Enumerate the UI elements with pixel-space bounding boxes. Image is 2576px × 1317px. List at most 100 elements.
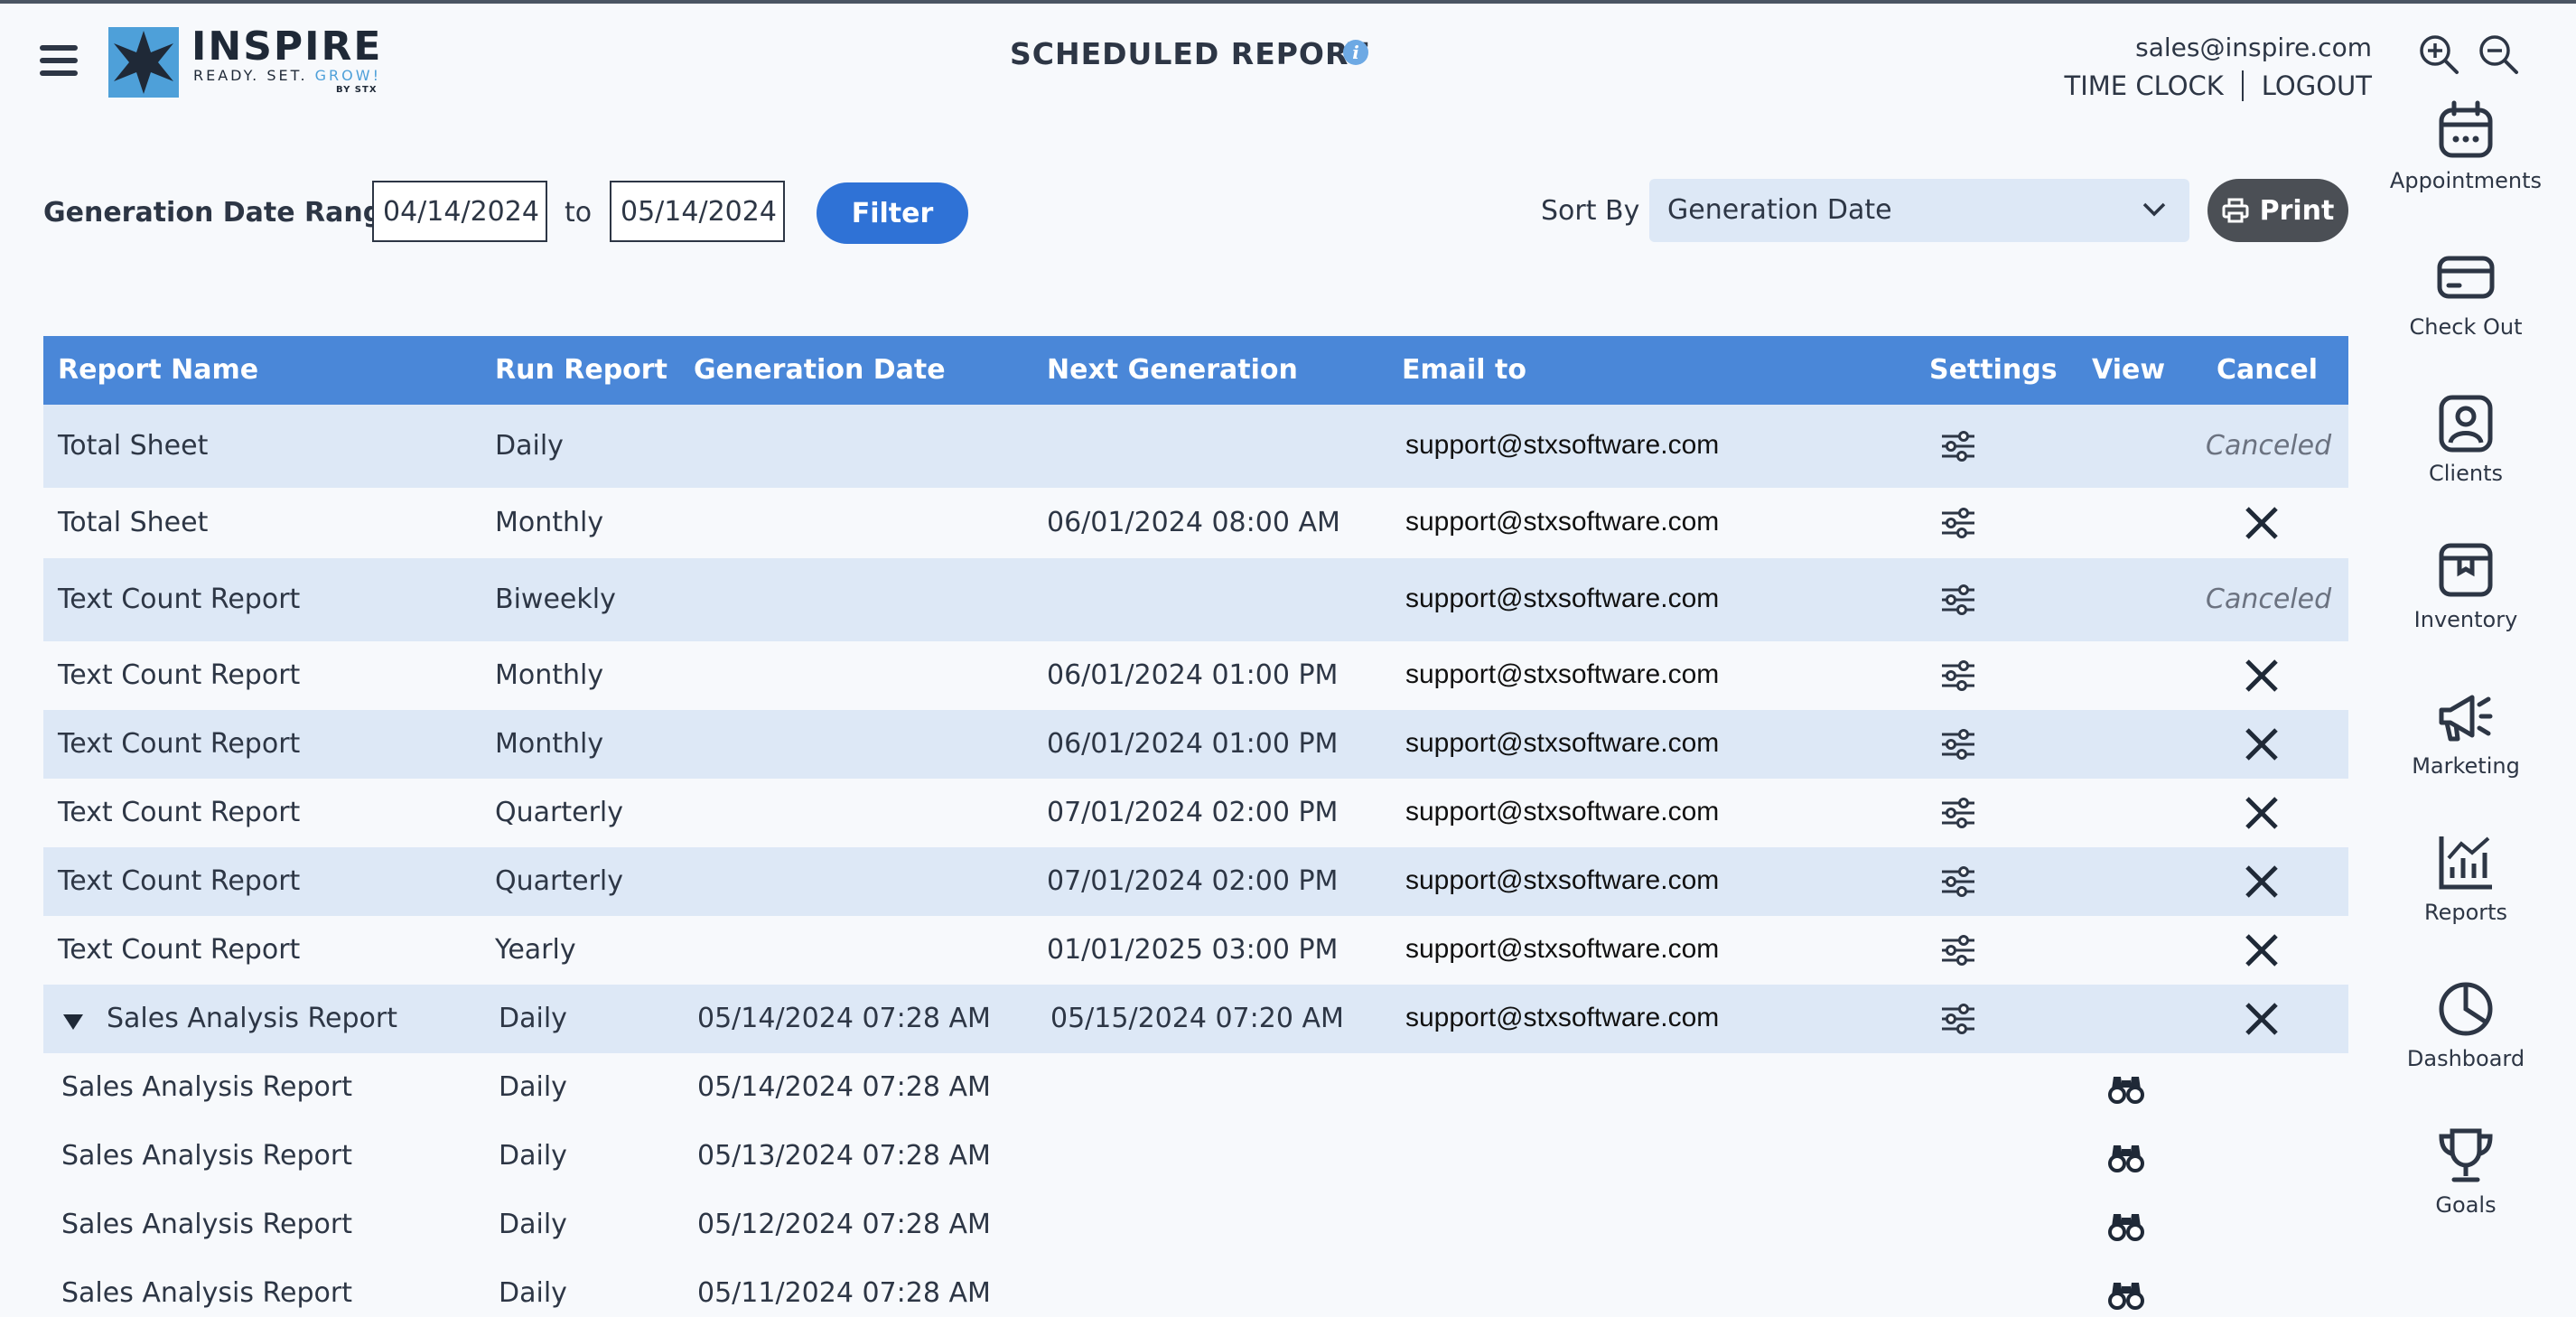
link-divider [2241,70,2244,101]
cell-email-to: support@stxsoftware.com [1405,865,1720,895]
user-email: sales@inspire.com [2135,33,2372,62]
brand-name: INSPIRE [191,23,383,70]
settings-sliders-icon[interactable] [1938,660,1978,691]
col-next-generation[interactable]: Next Generation [1047,354,1298,386]
col-report-name[interactable]: Report Name [58,354,259,386]
view-binoculars-icon[interactable] [2108,1209,2144,1241]
view-binoculars-icon[interactable] [2108,1277,2144,1310]
settings-sliders-icon[interactable] [1938,1004,1978,1034]
cancel-x-icon[interactable] [2244,505,2280,541]
expand-triangle-icon[interactable] [61,1012,85,1032]
inspire-logo[interactable]: INSPIRE READY. SET. GROW! BY STX [108,23,388,101]
filter-button[interactable]: Filter [817,182,968,244]
canceled-status: Canceled [2206,584,2332,615]
cell-run-report: Daily [499,1140,567,1172]
cancel-x-icon[interactable] [2244,726,2280,762]
table-row[interactable]: Total Sheet Monthly 06/01/2024 08:00 AM sup… [43,488,2348,558]
cell-generation-date: 05/13/2024 07:28 AM [697,1140,991,1172]
sidebar-item-dashboard[interactable]: Dashboard [2375,977,2556,1113]
date-to-input[interactable] [610,181,785,242]
logout-link[interactable]: LOGOUT [2261,70,2372,101]
table-row[interactable]: Text Count Report Monthly 06/01/2024 01:00… [43,641,2348,710]
cell-run-report: Yearly [495,934,576,966]
cell-generation-date: 05/11/2024 07:28 AM [697,1277,991,1309]
cell-run-report: Monthly [495,659,604,691]
table-row[interactable]: Text Count Report Quarterly 07/01/2024 02:… [43,847,2348,916]
sidebar-item-check-out[interactable]: Check Out [2375,246,2556,381]
cancel-x-icon[interactable] [2244,795,2280,831]
col-cancel: Cancel [2217,354,2319,386]
settings-sliders-icon[interactable] [1938,729,1978,760]
sidebar-item-clients[interactable]: Clients [2375,392,2556,528]
cancel-x-icon[interactable] [2244,932,2280,968]
history-row: Sales Analysis Report Daily 05/13/2024 07:… [43,1122,2348,1191]
date-range-label: Generation Date Range [43,197,401,229]
cell-report-name: Text Count Report [58,797,301,828]
cancel-x-icon[interactable] [2244,864,2280,900]
cell-report-name: Total Sheet [58,430,209,462]
cell-generation-date: 05/12/2024 07:28 AM [697,1209,991,1240]
sort-by-value: Generation Date [1667,194,1892,226]
table-row[interactable]: Text Count Report Yearly 01/01/2025 03:00 … [43,916,2348,985]
sidebar-item-inventory[interactable]: Inventory [2375,538,2556,674]
sidebar-label: Inventory [2413,607,2518,632]
sidebar-label: Clients [2429,461,2503,486]
table-row[interactable]: Text Count Report Biweekly support@stxsoft… [43,558,2348,641]
box-icon [2439,543,2493,597]
cell-report-name: Sales Analysis Report [61,1277,352,1309]
cancel-x-icon[interactable] [2244,658,2280,694]
cell-run-report: Monthly [495,728,604,760]
settings-sliders-icon[interactable] [1938,866,1978,897]
cell-email-to: support@stxsoftware.com [1405,1003,1720,1032]
cell-run-report: Quarterly [495,797,623,828]
cell-report-name: Text Count Report [58,728,301,760]
hamburger-menu-icon[interactable] [40,42,83,81]
col-run-report[interactable]: Run Report [495,354,667,386]
credit-card-icon [2437,256,2495,299]
settings-sliders-icon[interactable] [1938,431,1978,462]
sidebar-item-goals[interactable]: Goals [2375,1124,2556,1259]
table-row[interactable]: Text Count Report Monthly 06/01/2024 01:00… [43,710,2348,779]
cancel-x-icon[interactable] [2244,1001,2280,1037]
sidebar-label: Reports [2423,900,2508,925]
table-row[interactable]: Total Sheet Daily support@stxsoftware.com C… [43,405,2348,488]
trophy-icon [2439,1128,2493,1182]
settings-sliders-icon[interactable] [1938,798,1978,828]
view-binoculars-icon[interactable] [2108,1140,2144,1172]
table-row[interactable]: Sales Analysis Report Daily 05/14/2024 07:… [43,985,2348,1053]
col-view: View [2092,354,2166,386]
info-icon[interactable]: i [1343,40,1368,65]
sidebar-label: Dashboard [2406,1046,2525,1071]
history-row: Sales Analysis Report Daily 05/12/2024 07:… [43,1191,2348,1259]
sidebar-label: Appointments [2389,168,2543,193]
col-email-to[interactable]: Email to [1402,354,1526,386]
canceled-status: Canceled [2206,430,2332,462]
cell-email-to: support@stxsoftware.com [1405,584,1720,613]
date-from-input[interactable] [372,181,547,242]
zoom-out-icon[interactable] [2477,33,2520,76]
cell-next-generation: 07/01/2024 02:00 PM [1047,865,1339,897]
sort-by-select[interactable]: Generation Date [1649,179,2189,242]
sidebar-item-marketing[interactable]: Marketing [2375,685,2556,820]
settings-sliders-icon[interactable] [1938,508,1978,538]
cell-email-to: support@stxsoftware.com [1405,507,1720,537]
sidebar-item-appointments[interactable]: Appointments [2375,99,2556,235]
settings-sliders-icon[interactable] [1938,935,1978,966]
cell-next-generation: 05/15/2024 07:20 AM [1050,1003,1344,1034]
client-icon [2439,395,2493,453]
cell-email-to: support@stxsoftware.com [1405,659,1720,689]
settings-sliders-icon[interactable] [1938,584,1978,615]
view-binoculars-icon[interactable] [2108,1071,2144,1104]
sidebar-item-reports[interactable]: Reports [2375,831,2556,967]
time-clock-link[interactable]: TIME CLOCK [2064,70,2224,101]
top-border [0,0,2576,4]
cell-next-generation: 06/01/2024 01:00 PM [1047,659,1339,691]
cell-report-name: Sales Analysis Report [61,1071,352,1103]
cell-report-name: Sales Analysis Report [61,1140,352,1172]
table-row[interactable]: Text Count Report Quarterly 07/01/2024 02:… [43,779,2348,847]
print-button[interactable]: Print [2207,179,2348,242]
cell-run-report: Daily [499,1003,567,1034]
col-generation-date[interactable]: Generation Date [694,354,946,386]
zoom-in-icon[interactable] [2417,33,2460,76]
col-settings: Settings [1929,354,2058,386]
